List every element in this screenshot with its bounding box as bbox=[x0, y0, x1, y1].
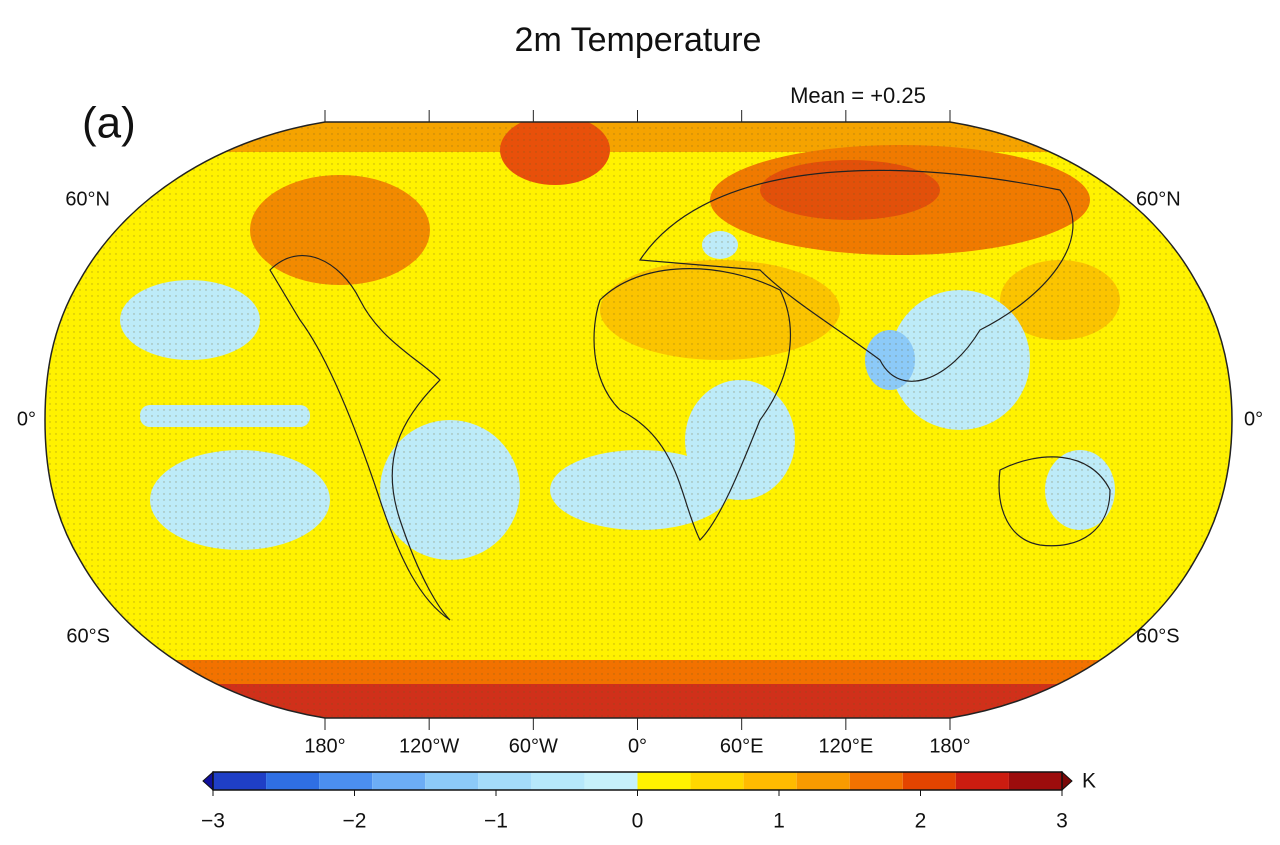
significance-stipple bbox=[45, 122, 1232, 718]
colorbar-segment bbox=[531, 772, 585, 790]
colorbar-segment bbox=[584, 772, 638, 790]
colorbar-segment bbox=[902, 772, 956, 790]
colorbar-tick-label: 1 bbox=[773, 810, 785, 833]
colorbar-segment bbox=[955, 772, 1009, 790]
lon-label: 120°E bbox=[818, 735, 873, 757]
colorbar-tick-label: 2 bbox=[915, 810, 927, 833]
colorbar-segment bbox=[266, 772, 320, 790]
colorbar-extend-low bbox=[202, 770, 214, 792]
lat-label-left: 60°S bbox=[66, 625, 110, 647]
lat-label-right: 0° bbox=[1244, 408, 1263, 430]
colorbar-segment bbox=[425, 772, 479, 790]
graticule-labels: 60°N 0° 60°S 60°N 0° 60°S 180° 120°W 60°W 0° 60°E 1… bbox=[17, 110, 1263, 757]
map-title: 2m Temperature bbox=[515, 21, 762, 59]
map-field bbox=[45, 122, 1232, 718]
africa-coast bbox=[593, 268, 791, 542]
lon-label: 0° bbox=[628, 735, 647, 757]
colorbar-extend-high bbox=[1061, 770, 1073, 792]
colorbar-tick-label: −3 bbox=[201, 810, 225, 833]
colorbar-segment bbox=[319, 772, 373, 790]
colorbar-unit: K bbox=[1082, 770, 1096, 793]
colorbar-tick-label: 0 bbox=[632, 810, 644, 833]
australia-coast bbox=[998, 456, 1111, 547]
colorbar-tick-label: 3 bbox=[1056, 810, 1068, 833]
lat-label-left: 60°N bbox=[65, 188, 110, 210]
lat-label-right: 60°N bbox=[1136, 188, 1181, 210]
lon-label: 60°W bbox=[509, 735, 558, 757]
colorbar-segment bbox=[637, 772, 691, 790]
lon-label: 180° bbox=[929, 735, 970, 757]
colorbar-tick-label: −1 bbox=[484, 810, 508, 833]
lat-label-left: 0° bbox=[17, 408, 36, 430]
colorbar-segment bbox=[478, 772, 532, 790]
colorbar-segment bbox=[372, 772, 426, 790]
colorbar-segment bbox=[796, 772, 850, 790]
colorbar-segment bbox=[849, 772, 903, 790]
lat-label-right: 60°S bbox=[1136, 625, 1180, 647]
eurasia-coast bbox=[638, 169, 1074, 382]
colorbar-segment bbox=[743, 772, 797, 790]
americas-coast bbox=[269, 254, 451, 621]
colorbar-segment bbox=[1008, 772, 1062, 790]
lon-label: 60°E bbox=[720, 735, 764, 757]
colorbar-segment bbox=[690, 772, 744, 790]
mean-annotation: Mean = +0.25 bbox=[790, 83, 926, 108]
lon-label: 180° bbox=[304, 735, 345, 757]
lon-label: 120°W bbox=[399, 735, 459, 757]
colorbar-tick-label: −2 bbox=[343, 810, 367, 833]
colorbar: −3 −2 −1 0 1 2 3K bbox=[201, 770, 1096, 833]
colorbar-segment bbox=[213, 772, 267, 790]
panel-label: (a) bbox=[82, 99, 136, 148]
